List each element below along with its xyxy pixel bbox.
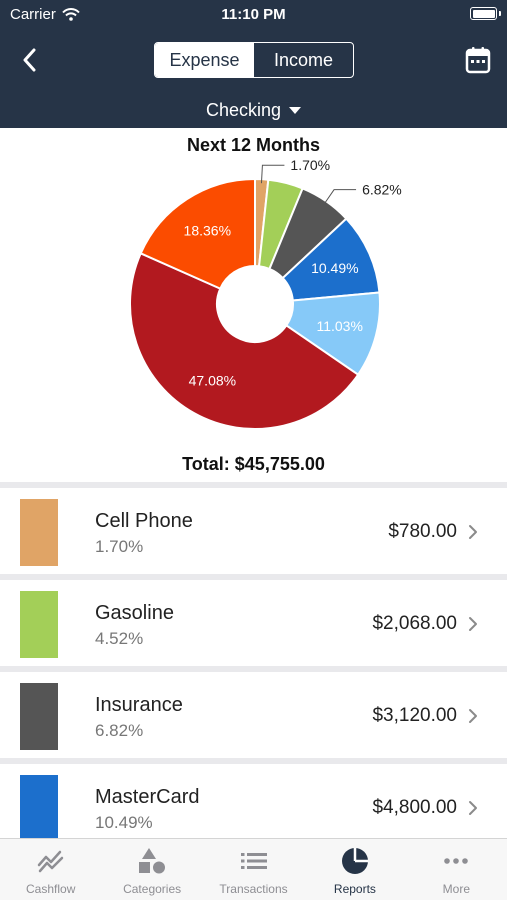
tab-label: Reports [333,882,376,896]
slice-percent-label: 11.03% [316,318,362,334]
tab-more[interactable]: More [406,839,507,900]
chart-panel: Next 12 Months 1.70% 6.82% 10.49% 11.03% 47.… [0,128,507,482]
category-percent: 1.70% [95,537,144,556]
carrier: Carrier [10,6,80,23]
tab-label: More [442,882,470,896]
tab-bar: Cashflow Categories Transactions Reports… [0,838,507,900]
slice-percent-label: 1.70% [290,157,330,173]
list-item[interactable]: Cell Phone 1.70% $780.00 [0,488,507,574]
back-button[interactable] [14,44,44,76]
reports-icon [341,848,368,874]
tab-cashflow[interactable]: Cashflow [0,839,101,900]
more-icon [444,858,469,864]
category-percent: 6.82% [95,721,144,740]
transactions-icon [240,853,267,869]
category-amount: $780.00 [388,521,457,542]
category-name: MasterCard [95,786,200,808]
category-amount: $4,800.00 [372,797,457,818]
category-name: Cell Phone [95,510,193,532]
category-swatch [20,775,58,838]
caret-down-icon [289,107,302,114]
category-percent: 4.52% [95,629,144,648]
chart-title: Next 12 Months [186,135,321,155]
tab-reports[interactable]: Reports [304,839,405,900]
nav-header: Carrier 11:10 PM Expense Income [0,0,507,128]
expense-income-toggle[interactable]: Expense Income [154,42,354,78]
tab-label: Categories [123,882,182,896]
category-list: Cell Phone 1.70% $780.00 Gasoline 4.52% … [0,488,507,838]
tab-label: Transactions [219,882,288,896]
segment-income[interactable]: Income [273,49,334,70]
tab-label: Cashflow [26,882,76,896]
calendar-icon [465,47,491,74]
account-selector[interactable]: Checking [0,100,507,121]
account-label: Checking [205,100,282,120]
slice-percent-label: 47.08% [189,372,236,388]
slice-leader-line [260,164,285,184]
category-amount: $3,120.00 [372,705,457,726]
category-name: Insurance [95,694,183,716]
pie-slice [129,252,360,430]
wifi-icon [62,8,80,21]
chevron-left-icon [23,48,36,72]
category-percent: 10.49% [95,813,153,832]
category-swatch [20,683,58,750]
chevron-right-icon [469,801,477,815]
carrier-label: Carrier [10,6,56,23]
list-item[interactable]: Gasoline 4.52% $2,068.00 [0,580,507,666]
slice-leader-line [323,189,357,205]
calendar-button[interactable] [465,46,491,74]
list-item[interactable]: Insurance 6.82% $3,120.00 [0,672,507,758]
list-item[interactable]: MasterCard 10.49% $4,800.00 [0,764,507,838]
donut-chart: 1.70% 6.82% 10.49% 11.03% 47.08% 18.36% [129,157,402,430]
categories-icon [139,848,166,874]
pie-slice [139,177,256,290]
segment-expense[interactable]: Expense [155,43,254,77]
status-bar: Carrier 11:10 PM [0,0,507,28]
category-swatch [20,591,58,658]
category-name: Gasoline [95,602,174,624]
slice-percent-label: 6.82% [362,182,402,198]
slice-percent-label: 18.36% [184,223,231,239]
chevron-right-icon [469,525,477,539]
chevron-right-icon [469,709,477,723]
category-amount: $2,068.00 [372,613,457,634]
tab-transactions[interactable]: Transactions [203,839,304,900]
slice-percent-label: 10.49% [311,260,358,276]
chevron-right-icon [469,617,477,631]
cashflow-icon [37,850,63,873]
chart-total: Total: $45,755.00 [182,454,325,474]
battery-icon [470,7,501,20]
tab-categories[interactable]: Categories [101,839,202,900]
category-swatch [20,499,58,566]
status-time: 11:10 PM [221,6,286,23]
